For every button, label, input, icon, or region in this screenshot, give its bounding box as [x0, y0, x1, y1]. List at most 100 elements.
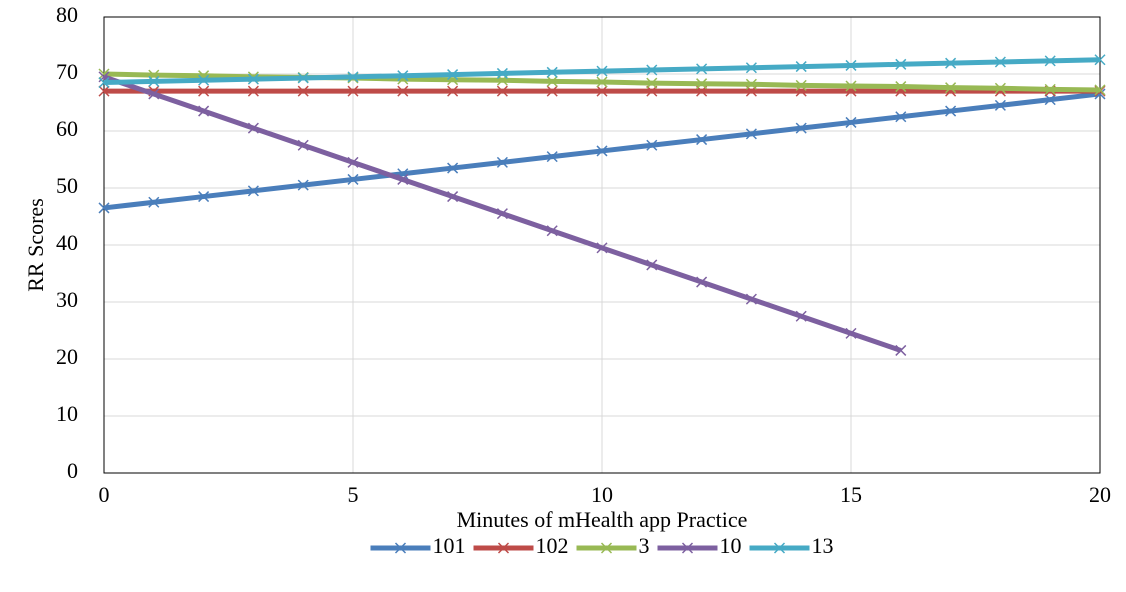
- marker: [795, 122, 807, 134]
- marker: [696, 63, 708, 75]
- marker: [646, 139, 658, 151]
- marker: [198, 105, 210, 117]
- marker: [696, 78, 708, 90]
- marker: [895, 111, 907, 123]
- marker: [148, 75, 160, 87]
- marker: [596, 242, 608, 254]
- marker: [745, 128, 757, 140]
- marker: [596, 65, 608, 77]
- marker: [596, 76, 608, 88]
- marker: [994, 82, 1006, 94]
- legend: 101 102 3 10 13: [370, 533, 834, 558]
- marker: [496, 208, 508, 220]
- marker: [745, 293, 757, 305]
- marker: [845, 80, 857, 92]
- marker: [347, 173, 359, 185]
- marker: [895, 58, 907, 70]
- marker: [895, 81, 907, 93]
- marker: [845, 59, 857, 71]
- x-tick-label: 5: [348, 482, 359, 507]
- marker: [98, 85, 110, 97]
- y-tick-label: 60: [56, 116, 78, 141]
- marker: [297, 139, 309, 151]
- marker: [297, 72, 309, 84]
- x-tick-label: 15: [840, 482, 862, 507]
- marker: [198, 191, 210, 203]
- marker: [895, 344, 907, 356]
- marker: [795, 61, 807, 73]
- plot-border: [103, 16, 1101, 474]
- marker: [397, 70, 409, 82]
- marker: [646, 85, 658, 97]
- marker: [646, 77, 658, 89]
- legend-label: 101: [433, 533, 466, 558]
- marker: [247, 122, 259, 134]
- legend-marker: [681, 542, 694, 554]
- marker: [496, 85, 508, 97]
- marker: [447, 191, 459, 203]
- legend-label: 3: [639, 533, 650, 558]
- marker: [148, 196, 160, 208]
- marker: [198, 74, 210, 86]
- y-tick-label: 30: [56, 287, 78, 312]
- marker: [945, 105, 957, 117]
- marker: [198, 85, 210, 97]
- legend-marker: [497, 542, 510, 554]
- marker: [397, 85, 409, 97]
- legend-marker: [600, 542, 613, 554]
- marker: [1044, 83, 1056, 95]
- x-tick-label: 20: [1089, 482, 1111, 507]
- y-tick-label: 0: [67, 458, 78, 483]
- marker: [148, 88, 160, 100]
- marker: [247, 73, 259, 85]
- marker: [795, 310, 807, 322]
- x-axis-title: Minutes of mHealth app Practice: [457, 507, 748, 532]
- marker: [98, 202, 110, 214]
- y-tick-label: 80: [56, 2, 78, 27]
- marker: [795, 79, 807, 91]
- marker: [297, 179, 309, 191]
- marker: [397, 173, 409, 185]
- marker: [247, 185, 259, 197]
- y-tick-label: 10: [56, 401, 78, 426]
- legend-marker: [773, 542, 786, 554]
- marker: [845, 327, 857, 339]
- y-tick-label: 40: [56, 230, 78, 255]
- marker: [447, 69, 459, 81]
- marker: [447, 162, 459, 174]
- marker: [745, 78, 757, 90]
- y-tick-label: 50: [56, 173, 78, 198]
- legend-label: 13: [812, 533, 834, 558]
- marker: [546, 75, 558, 87]
- marker: [646, 259, 658, 271]
- marker: [347, 156, 359, 168]
- y-axis-title: RR Scores: [23, 198, 48, 292]
- marker: [546, 66, 558, 78]
- marker: [1044, 94, 1056, 106]
- x-tick-label: 10: [591, 482, 613, 507]
- marker: [546, 151, 558, 163]
- marker: [447, 85, 459, 97]
- marker: [1094, 54, 1106, 66]
- legend-marker: [394, 542, 407, 554]
- marker: [247, 85, 259, 97]
- marker: [596, 85, 608, 97]
- marker: [98, 77, 110, 89]
- marker: [496, 67, 508, 79]
- y-tick-label: 70: [56, 59, 78, 84]
- marker: [994, 99, 1006, 111]
- marker: [297, 85, 309, 97]
- marker: [845, 116, 857, 128]
- marker: [646, 64, 658, 76]
- marker: [696, 134, 708, 146]
- marker: [1044, 55, 1056, 67]
- marker: [945, 82, 957, 94]
- legend-label: 102: [536, 533, 569, 558]
- marker: [546, 225, 558, 237]
- marker: [596, 145, 608, 157]
- marker: [945, 57, 957, 69]
- x-tick-label: 0: [99, 482, 110, 507]
- marker: [347, 71, 359, 83]
- marker: [1094, 84, 1106, 96]
- marker: [546, 85, 558, 97]
